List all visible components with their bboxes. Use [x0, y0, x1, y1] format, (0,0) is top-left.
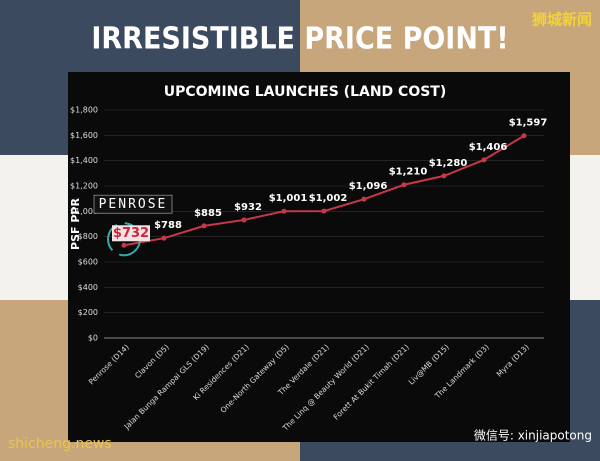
value-label: $1,406 [469, 142, 508, 153]
marker [521, 133, 527, 139]
y-tick-label: $0 [88, 334, 98, 343]
marker [321, 208, 327, 214]
value-label: $1,210 [389, 167, 428, 178]
marker [161, 235, 167, 241]
page-title: IRRESISTIBLE PRICE POINT! [91, 22, 508, 57]
value-label: $1,597 [509, 118, 548, 129]
label-box [112, 225, 150, 242]
y-tick-label: $1,800 [70, 106, 98, 115]
y-tick-label: $1,400 [70, 156, 98, 165]
marker [201, 223, 207, 229]
value-label: $885 [194, 208, 222, 219]
chart-panel [68, 72, 570, 442]
marker [441, 173, 447, 179]
annotation: PENROSE [99, 197, 168, 212]
y-axis-label: PSF PPR [69, 198, 82, 250]
y-tick-label: $200 [78, 308, 98, 317]
value-label: $788 [154, 220, 182, 231]
annotation-box [93, 194, 173, 214]
marker [481, 157, 487, 163]
value-label: $1,096 [349, 181, 388, 192]
value-label: $932 [234, 202, 262, 213]
marker [361, 196, 367, 202]
watermark: 微信号: xinjiapotong [474, 429, 592, 443]
y-tick-label: $400 [78, 283, 98, 292]
watermark: shicheng.news [8, 436, 112, 452]
y-tick-label: $800 [78, 232, 98, 241]
watermark: 狮城新闻 [531, 11, 592, 29]
y-tick-label: $1,200 [70, 182, 98, 191]
marker [121, 242, 127, 248]
y-tick-label: $1,600 [70, 131, 98, 140]
marker [241, 217, 247, 223]
value-label: $732 [113, 226, 149, 241]
y-tick-label: $600 [78, 258, 98, 267]
marker [401, 182, 407, 188]
value-label: $1,002 [309, 193, 348, 204]
chart-title: UPCOMING LAUNCHES (LAND COST) [164, 84, 447, 100]
value-label: $1,280 [429, 158, 468, 169]
y-tick-label: $1,000 [70, 207, 98, 216]
marker [281, 208, 287, 214]
value-label: $1,001 [269, 193, 308, 204]
